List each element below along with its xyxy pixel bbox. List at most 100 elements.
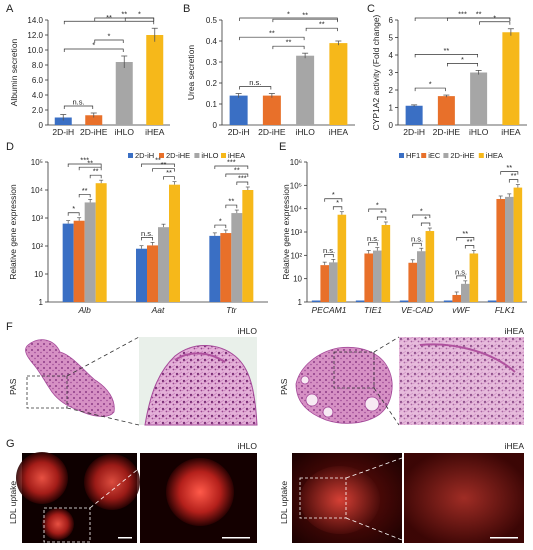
significance-label: * <box>287 10 290 19</box>
significance-label: n.s. <box>141 229 153 238</box>
significance-bracket <box>225 204 238 209</box>
significance-label: * <box>424 215 427 224</box>
significance-bracket <box>239 36 305 41</box>
significance-bracket <box>500 171 519 175</box>
significance-bracket <box>272 45 305 50</box>
significance-bracket <box>420 222 431 227</box>
significance-bracket <box>239 17 338 21</box>
group-label: Alb <box>78 305 92 315</box>
bar-alb-ihea <box>95 183 107 302</box>
significance-bracket <box>479 21 511 25</box>
significance-bracket <box>214 224 227 229</box>
legend-swatch <box>159 153 164 158</box>
bar-pecam1-ihea <box>337 214 347 302</box>
category-label: iHLO <box>295 127 315 137</box>
bar-ttr-2d-ihe <box>220 233 232 302</box>
group-label: TIE1 <box>364 305 382 315</box>
y-tick-label: 4.0 <box>32 91 44 100</box>
significance-bracket <box>78 194 91 198</box>
significance-bracket <box>376 216 387 220</box>
bar-ttr-ihlo <box>231 213 243 302</box>
significance-label: ** <box>462 229 468 238</box>
legend-label: iHLO <box>201 151 218 160</box>
significance-bracket <box>141 237 153 241</box>
significance-bracket <box>67 212 80 216</box>
significance-label: * <box>380 208 383 217</box>
significance-label: * <box>429 80 432 89</box>
category-label: iHLO <box>115 127 135 137</box>
ldl-ihea-zoom <box>404 453 524 543</box>
bar-flk1-ihea <box>513 187 523 302</box>
bar-vwf-iec <box>452 294 461 302</box>
group-label: vWF <box>452 305 470 315</box>
significance-bracket <box>412 242 422 247</box>
significance-label: ** <box>166 168 172 177</box>
image-title-pas-ihea: iHEA <box>505 326 525 336</box>
bar-aat-2d-ih <box>136 248 147 302</box>
significance-label: * <box>461 55 464 64</box>
y-tick-label: 3 <box>389 69 394 78</box>
significance-bracket <box>67 163 102 167</box>
category-label: 2D-iHE <box>258 127 286 137</box>
significance-label: ** <box>506 163 512 172</box>
significance-bracket <box>124 17 155 21</box>
bar-vwf-2d-ihe <box>461 283 470 302</box>
significance-label: * <box>219 217 222 226</box>
significance-bracket <box>236 181 249 185</box>
bar-tie1-iec <box>364 253 373 302</box>
y-tick-label: 0 <box>213 121 218 130</box>
panel-label-b: B <box>183 3 190 15</box>
legend-swatch <box>478 153 484 158</box>
category-label: iHLO <box>469 127 489 137</box>
significance-bracket <box>414 87 446 92</box>
significance-bracket <box>63 48 124 52</box>
significance-label: ** <box>286 38 292 47</box>
significance-label: ** <box>302 11 308 20</box>
image-panel-g: G LDL uptake iHLO LDL uptake <box>6 438 524 543</box>
significance-label: *** <box>227 158 236 167</box>
bar-flk1-iec <box>496 198 505 302</box>
y-tick-label: 2 <box>389 86 394 95</box>
significance-label: ** <box>121 10 127 19</box>
y-tick-label: 10⁴ <box>290 205 303 214</box>
ldl-ihlo-zoom <box>140 453 257 543</box>
legend-swatch <box>194 153 200 158</box>
bar-ihea <box>502 32 520 125</box>
significance-bracket <box>368 208 387 212</box>
bar-2d-ih <box>54 117 72 125</box>
chart-panel-b: B 0 0.1 0.2 0.3 0.4 0.5 Urea secretion 2D-iH 2D-i… <box>183 3 355 137</box>
bar-ve-cad-ihea <box>425 231 435 302</box>
panel-label-g: G <box>6 438 15 450</box>
significance-label: n.s. <box>249 78 261 87</box>
significance-label: ** <box>93 167 99 176</box>
y-tick-label: 12.0 <box>27 31 43 40</box>
significance-bracket <box>141 163 175 167</box>
panel-label-e: E <box>279 141 286 153</box>
significance-bracket <box>152 168 175 172</box>
bar-ttr-2d-ih <box>209 235 221 302</box>
significance-bracket <box>414 17 511 21</box>
bar-ihlo <box>470 72 488 125</box>
panel-label-c: C <box>367 3 375 15</box>
bar-ve-cad-2d-ihe <box>417 251 426 302</box>
y-axis-title: CYP1A2 activity (Fold change) <box>371 14 381 130</box>
legend-label: iHEA <box>486 151 503 160</box>
significance-label: n.s. <box>411 235 423 244</box>
chart-panel-c: C 0 1 2 3 4 5 6 CYP1A2 activity (Fold change) 2D-… <box>367 3 527 137</box>
pas-ihlo-overview <box>25 336 140 426</box>
bar-pecam1-2d-ihe <box>329 262 338 302</box>
significance-label: ** <box>269 29 275 38</box>
y-tick-label: 6.0 <box>32 76 44 85</box>
group-label: VE-CAD <box>401 305 433 315</box>
chart-panel-d: D 1 10 10² 10³ 10⁴ 10⁵ Relative gene expression… <box>6 141 268 315</box>
significance-label: * <box>420 207 423 216</box>
significance-bracket <box>464 245 475 249</box>
bar-2d-ihe <box>262 95 281 125</box>
bar-ve-cad-hf1 <box>399 300 409 302</box>
significance-label: ** <box>511 171 517 180</box>
significance-bracket <box>324 254 334 258</box>
significance-bracket <box>414 54 478 58</box>
y-tick-label: 10⁶ <box>290 158 302 167</box>
significance-label: ** <box>476 10 482 19</box>
category-label: iHEA <box>145 127 165 137</box>
